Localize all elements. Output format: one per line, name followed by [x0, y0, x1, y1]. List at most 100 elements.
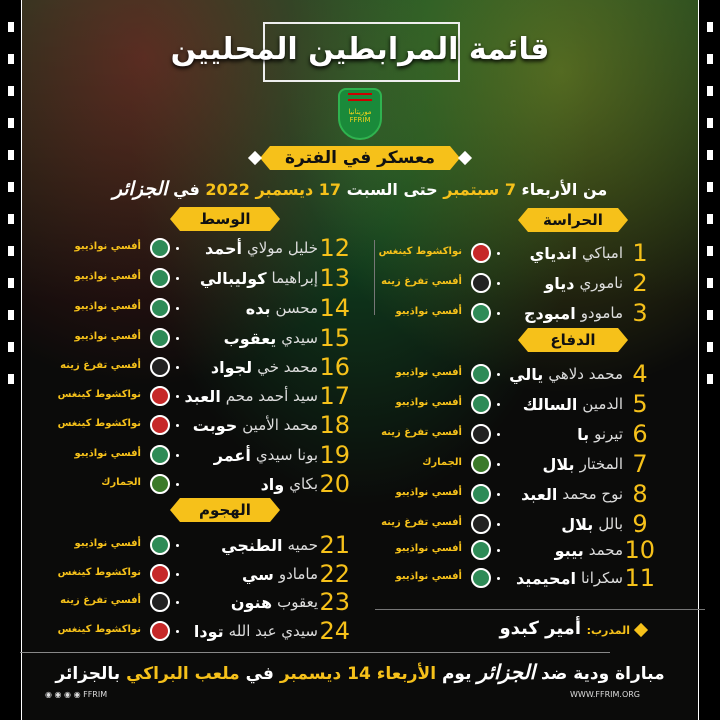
player-club: أفسي نواذيبو: [395, 306, 462, 317]
player-number: 11: [624, 564, 655, 592]
player-first-name: ناموري: [579, 274, 623, 292]
player-first-name: محمد: [588, 541, 623, 559]
player-row: 1 امباكي اندياي: [530, 239, 655, 267]
player-number: 18: [319, 411, 350, 439]
player-first-name: مامادو: [278, 565, 318, 583]
bullet-icon: [497, 373, 500, 376]
player-club: أفسي نواذيبو: [74, 241, 141, 252]
player-last-name: بلال: [542, 454, 575, 474]
friendly-match-info: مباراة ودية ضد الجزائر يوم الأربعاء 14 د…: [55, 660, 665, 684]
player-row: 22 مامادو سي: [242, 560, 350, 588]
player-first-name: سكرانا: [580, 569, 623, 587]
player-row: 8 نوح محمد العبد: [521, 480, 655, 508]
player-last-name: امحيميد: [516, 568, 576, 588]
player-first-name: سيدي: [281, 329, 318, 347]
divider: [20, 652, 610, 653]
nouadhibou-club-logo-icon: [150, 298, 170, 318]
player-first-name: تيرنو: [594, 425, 623, 443]
player-first-name: بالل: [598, 515, 623, 533]
nouadhibou-club-logo-icon: [471, 364, 491, 384]
player-last-name: هنون: [230, 592, 273, 612]
player-club: أفسي نواذيبو: [395, 397, 462, 408]
player-number: 15: [319, 324, 350, 352]
player-club: نواكشوط كينغس: [57, 389, 141, 400]
player-number: 8: [632, 480, 648, 508]
player-number: 6: [632, 420, 648, 448]
player-number: 14: [319, 294, 350, 322]
player-first-name: بكاي: [289, 475, 318, 493]
player-last-name: با: [577, 424, 590, 444]
tevragh-club-logo-icon: [150, 357, 170, 377]
coach-line: المدرب: أمير كبدو: [499, 618, 630, 639]
bullet-icon: [176, 483, 179, 486]
player-row: 20 بكاي واد: [261, 470, 350, 498]
player-row: 16 محمد خي لجواد: [211, 353, 350, 381]
page-title: قائمة المرابطين المحليين: [170, 32, 550, 67]
player-number: 5: [632, 390, 648, 418]
player-last-name: العبد: [521, 484, 558, 504]
player-number: 3: [632, 299, 648, 327]
player-row: 19 بونا سيدي أعمر: [214, 441, 350, 469]
left-decorative-strip: [0, 0, 22, 720]
player-row: 12 خليل مولاي أحمد: [205, 234, 350, 262]
nouadhibou-club-logo-icon: [471, 484, 491, 504]
tevragh-club-logo-icon: [471, 273, 491, 293]
bullet-icon: [176, 601, 179, 604]
tevragh-club-logo-icon: [471, 514, 491, 534]
player-last-name: دياو: [544, 273, 575, 293]
nouadhibou-club-logo-icon: [150, 238, 170, 258]
player-club: أفسي نواذيبو: [395, 487, 462, 498]
player-first-name: محمد دلاهي: [548, 365, 623, 383]
player-row: 6 تيرنو با: [577, 420, 655, 448]
period-dates: من الأربعاء 7 سبتمبر حتى السبت 17 ديسمبر…: [112, 178, 608, 200]
player-club: أفسي نواذيبو: [74, 538, 141, 549]
bullet-icon: [176, 337, 179, 340]
player-first-name: خليل مولاي: [247, 239, 318, 257]
tevragh-club-logo-icon: [150, 592, 170, 612]
nouadhibou-club-logo-icon: [150, 268, 170, 288]
player-last-name: يالي: [509, 364, 544, 384]
player-row: 3 مامودو امبودج: [524, 299, 655, 327]
bullet-icon: [176, 277, 179, 280]
player-row: 21 حميه الطنجي: [221, 531, 350, 559]
bullet-icon: [497, 433, 500, 436]
nouadhibou-club-logo-icon: [150, 445, 170, 465]
player-first-name: سيدي عبد الله: [228, 622, 318, 640]
bullet-icon: [497, 549, 500, 552]
player-club: أفسي نواذيبو: [74, 448, 141, 459]
player-club: أفسي نواذيبو: [395, 543, 462, 554]
bullet-icon: [176, 573, 179, 576]
player-row: 9 بالل بلال: [561, 510, 655, 538]
player-number: 9: [632, 510, 648, 538]
player-last-name: السالك: [522, 394, 578, 414]
section-header-goalkeepers: الحراسة: [518, 208, 628, 232]
player-first-name: نوح محمد: [562, 485, 623, 503]
player-number: 16: [319, 353, 350, 381]
douane-club-logo-icon: [471, 454, 491, 474]
divider: [375, 609, 705, 610]
player-number: 1: [632, 239, 648, 267]
player-number: 10: [624, 536, 655, 564]
player-number: 7: [632, 450, 648, 478]
player-first-name: امباكي: [582, 244, 623, 262]
social-links[interactable]: ◉ ◉ ◉ ◉ FFRIM: [45, 690, 108, 699]
bullet-icon: [176, 307, 179, 310]
player-last-name: سي: [241, 564, 274, 584]
player-row: 2 ناموري دياو: [544, 269, 655, 297]
player-club: أفسي تفرغ زينه: [60, 595, 141, 606]
player-number: 4: [632, 360, 648, 388]
website-link[interactable]: WWW.FFRIM.ORG: [570, 690, 640, 699]
player-last-name: العبد: [184, 386, 221, 406]
section-header-defense: الدفاع: [518, 328, 628, 352]
player-club: أفسي نواذيبو: [395, 367, 462, 378]
player-row: 13 إبراهيما كوليبالي: [200, 264, 350, 292]
bullet-icon: [497, 577, 500, 580]
player-number: 21: [319, 531, 350, 559]
tevragh-club-logo-icon: [471, 424, 491, 444]
player-last-name: اندياي: [529, 243, 578, 263]
bullet-icon: [497, 493, 500, 496]
player-last-name: بيبو: [554, 540, 584, 560]
player-first-name: محمد الأمين: [242, 416, 318, 434]
player-club: أفسي نواذيبو: [74, 271, 141, 282]
bullet-icon: [176, 366, 179, 369]
